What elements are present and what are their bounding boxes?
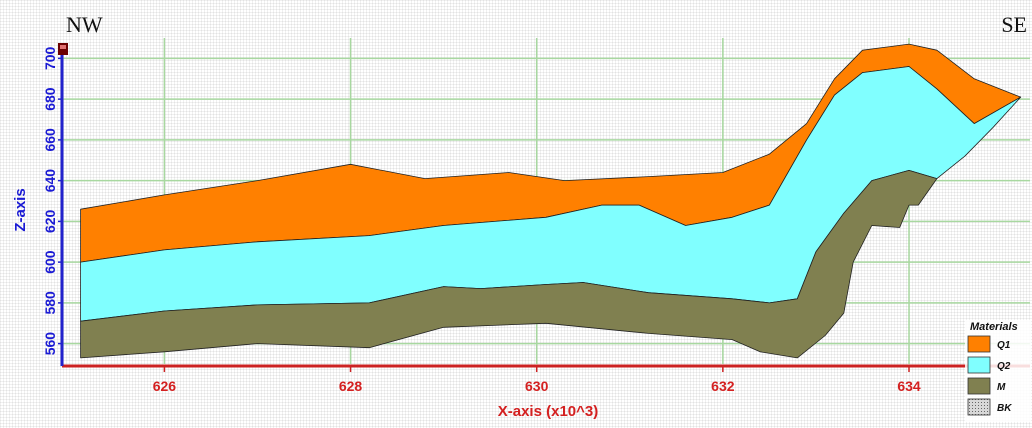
layer-m <box>80 169 938 359</box>
legend-swatch-bk <box>967 398 991 416</box>
legend-title: Materials <box>970 321 1018 333</box>
legend-swatch-q1 <box>967 335 991 353</box>
legend-label-m: M <box>997 382 1006 393</box>
legend-swatch-q2 <box>967 356 991 374</box>
x-tick-label: 634 <box>897 378 921 394</box>
x-tick-label: 632 <box>711 378 735 394</box>
corner-label-se: SE <box>1001 12 1027 37</box>
legend-label-q1: Q1 <box>997 340 1011 351</box>
x-tick-label: 626 <box>153 378 177 394</box>
y-tick-label: 640 <box>42 169 58 193</box>
axes <box>60 48 1030 368</box>
corner-label-nw: NW <box>66 12 103 37</box>
materials-legend: Materials Q1 Q2 M BK <box>965 320 1031 422</box>
y-tick-label: 600 <box>42 250 58 274</box>
legend-label-bk: BK <box>997 403 1012 414</box>
x-tick-label: 630 <box>525 378 549 394</box>
x-tick-label: 628 <box>339 378 363 394</box>
x-axis-title: X-axis (x10^3) <box>498 403 598 420</box>
y-tick-label: 680 <box>42 87 58 111</box>
y-tick-label: 660 <box>42 128 58 152</box>
tick-labels: 560 580 600 620 640 660 680 700 626 628 630 632 634 <box>42 46 921 394</box>
legend-label-q2: Q2 <box>997 361 1011 372</box>
series-layer <box>80 43 1022 359</box>
y-tick-label: 580 <box>42 291 58 315</box>
y-axis-title: Z-axis <box>12 188 29 231</box>
y-tick-label: 620 <box>42 209 58 233</box>
legend-swatch-m <box>967 377 991 395</box>
y-tick-label: 560 <box>42 332 58 356</box>
legend-items: Q1 Q2 M BK <box>967 335 1012 416</box>
y-tick-label: 700 <box>42 46 58 70</box>
y-axis-marker <box>58 43 68 55</box>
